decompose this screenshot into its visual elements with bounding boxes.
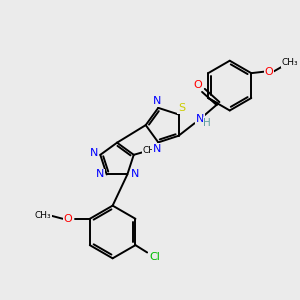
Text: N: N: [90, 148, 98, 158]
Text: CH₃: CH₃: [143, 146, 160, 155]
Text: O: O: [64, 214, 72, 224]
Text: S: S: [178, 103, 185, 113]
Text: O: O: [193, 80, 202, 90]
Text: CH₃: CH₃: [35, 212, 51, 220]
Text: N: N: [196, 114, 204, 124]
Text: O: O: [265, 67, 273, 77]
Text: N: N: [96, 169, 104, 179]
Text: Cl: Cl: [149, 252, 160, 262]
Text: N: N: [130, 169, 139, 179]
Text: N: N: [153, 144, 161, 154]
Text: CH₃: CH₃: [282, 58, 298, 68]
Text: N: N: [153, 96, 161, 106]
Text: H: H: [203, 118, 211, 128]
